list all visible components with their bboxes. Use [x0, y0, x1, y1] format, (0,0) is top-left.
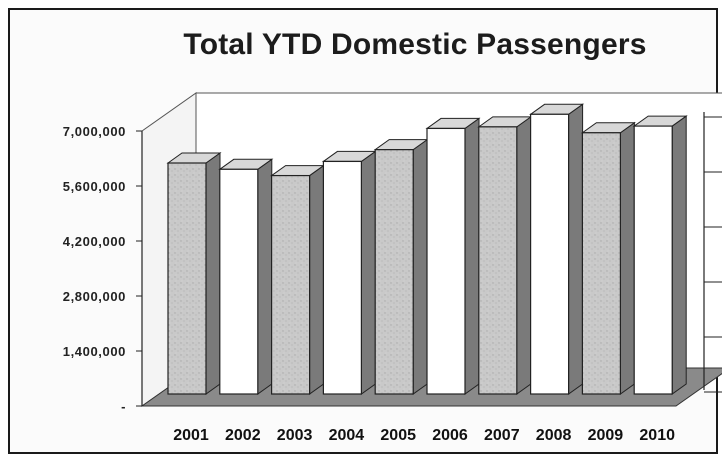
bar — [373, 138, 429, 395]
chart-title: Total YTD Domestic Passengers — [183, 28, 647, 61]
y-tick-label: 5,600,000 — [63, 179, 126, 194]
x-tick-label: 2006 — [432, 427, 468, 444]
bar — [580, 121, 636, 395]
x-tick-label: 2001 — [173, 427, 209, 444]
x-tick-label: 2010 — [639, 427, 675, 444]
x-tick-label: 2008 — [536, 427, 572, 444]
x-tick-label: 2002 — [225, 427, 261, 444]
x-tick-label: 2004 — [329, 427, 365, 444]
bar — [321, 150, 377, 395]
bar — [218, 158, 274, 395]
x-tick-label: 2007 — [484, 427, 520, 444]
y-tick-label: 1,400,000 — [63, 344, 126, 359]
bars — [166, 103, 688, 395]
x-tick-label: 2003 — [277, 427, 313, 444]
y-tick-label: 7,000,000 — [63, 124, 126, 139]
bar — [166, 152, 222, 395]
y-tick-label: 2,800,000 — [63, 289, 126, 304]
bar — [425, 117, 481, 395]
bar — [477, 115, 533, 395]
bar — [270, 164, 326, 395]
x-tick-label: 2009 — [588, 427, 624, 444]
bar — [632, 115, 688, 395]
y-ticks: - 1,400,000 2,800,000 4,200,000 5,600,000 7,0… — [63, 116, 722, 414]
y-tick-label: - — [121, 399, 126, 414]
bar — [529, 103, 585, 395]
x-tick-label: 2005 — [380, 427, 416, 444]
y-tick-label: 4,200,000 — [63, 234, 126, 249]
x-tick-labels: 2001 2002 2003 2004 2005 2006 2007 2008 2009 2010 — [173, 427, 675, 444]
